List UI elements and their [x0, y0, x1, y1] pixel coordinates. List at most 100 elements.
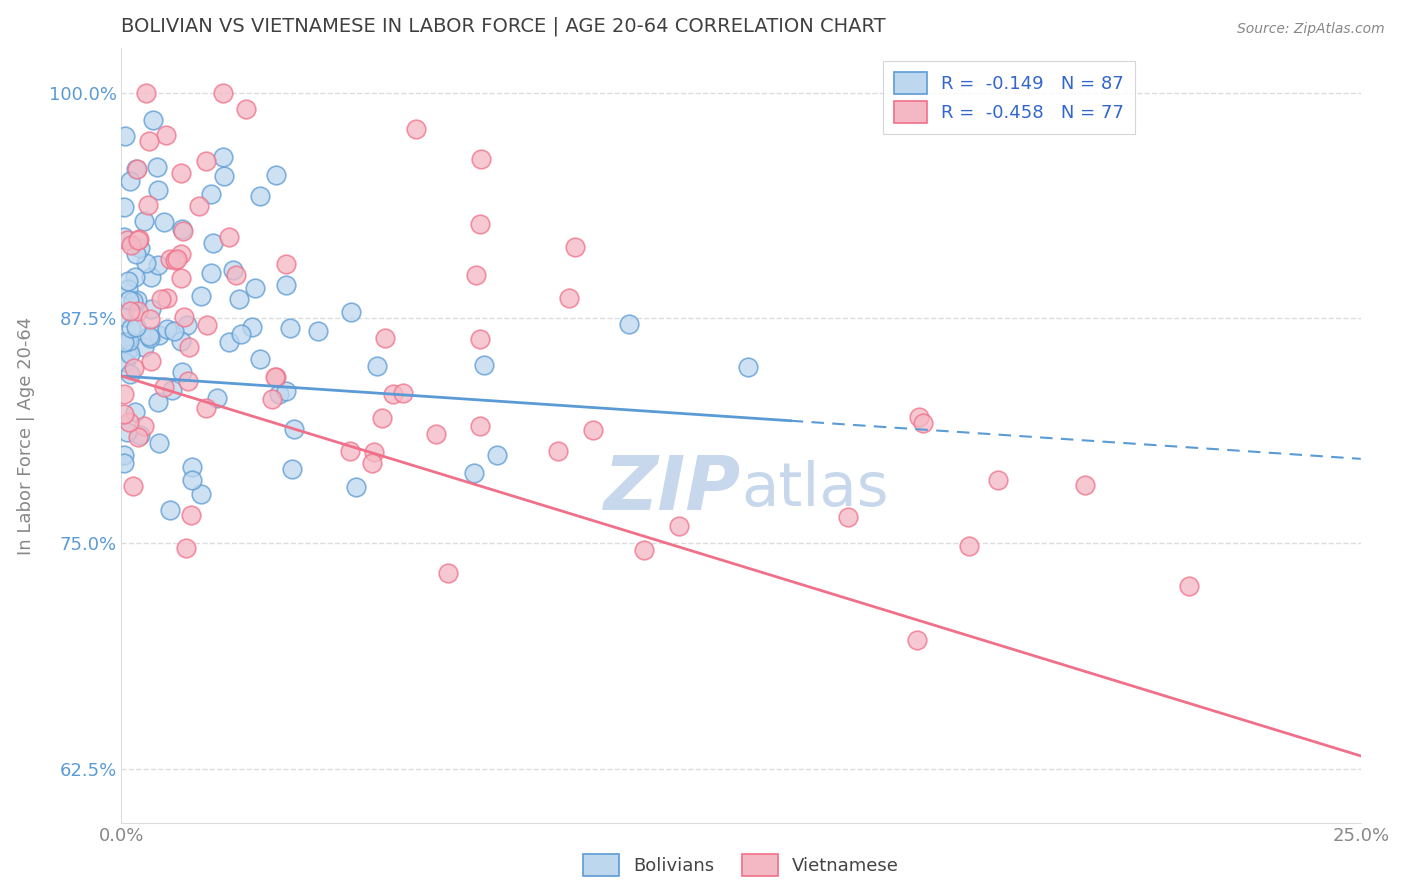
Point: [907, 409, 929, 424]
Point: [370, 410, 392, 425]
Point: [344, 481, 367, 495]
Point: [114, 128, 136, 143]
Point: [249, 352, 271, 367]
Point: [118, 367, 141, 381]
Point: [363, 445, 385, 459]
Point: [125, 247, 148, 261]
Point: [173, 310, 195, 325]
Point: [125, 162, 148, 177]
Point: [121, 479, 143, 493]
Point: [114, 355, 136, 369]
Point: [486, 448, 509, 462]
Point: [211, 150, 233, 164]
Point: [307, 324, 329, 338]
Point: [468, 419, 491, 434]
Point: [129, 241, 152, 255]
Point: [264, 369, 287, 384]
Point: [115, 335, 138, 350]
Legend: Bolivians, Vietnamese: Bolivians, Vietnamese: [576, 847, 907, 883]
Point: [269, 387, 291, 401]
Point: [472, 358, 495, 372]
Point: [128, 232, 150, 246]
Point: [139, 270, 162, 285]
Point: [117, 415, 139, 429]
Point: [558, 291, 581, 305]
Point: [218, 334, 240, 349]
Point: [959, 540, 981, 554]
Point: [160, 384, 183, 398]
Point: [340, 305, 363, 319]
Point: [221, 263, 243, 277]
Point: [582, 423, 605, 437]
Y-axis label: In Labor Force | Age 20-64: In Labor Force | Age 20-64: [17, 317, 35, 555]
Point: [142, 113, 165, 128]
Point: [172, 365, 194, 379]
Text: ZIP: ZIP: [603, 453, 741, 526]
Text: atlas: atlas: [741, 460, 889, 519]
Point: [139, 301, 162, 316]
Point: [135, 87, 157, 101]
Point: [200, 266, 222, 280]
Point: [274, 257, 297, 271]
Point: [117, 425, 139, 439]
Point: [118, 334, 141, 348]
Point: [225, 268, 247, 282]
Point: [218, 230, 240, 244]
Point: [112, 407, 135, 421]
Point: [668, 519, 690, 533]
Point: [249, 189, 271, 203]
Point: [229, 326, 252, 341]
Point: [124, 270, 146, 285]
Point: [170, 166, 193, 180]
Point: [172, 224, 194, 238]
Point: [125, 319, 148, 334]
Point: [181, 459, 204, 474]
Point: [127, 304, 149, 318]
Point: [465, 268, 488, 282]
Point: [117, 282, 139, 296]
Point: [201, 235, 224, 250]
Point: [360, 457, 382, 471]
Point: [117, 274, 139, 288]
Point: [264, 169, 287, 183]
Point: [125, 162, 148, 177]
Point: [112, 387, 135, 401]
Point: [912, 416, 935, 430]
Point: [170, 271, 193, 285]
Point: [148, 436, 170, 450]
Point: [470, 153, 492, 167]
Point: [190, 487, 212, 501]
Text: BOLIVIAN VS VIETNAMESE IN LABOR FORCE | AGE 20-64 CORRELATION CHART: BOLIVIAN VS VIETNAMESE IN LABOR FORCE | …: [121, 17, 886, 37]
Point: [112, 448, 135, 462]
Point: [177, 340, 200, 354]
Point: [200, 186, 222, 201]
Point: [905, 633, 928, 648]
Point: [155, 128, 177, 143]
Point: [190, 289, 212, 303]
Point: [187, 199, 209, 213]
Point: [278, 321, 301, 335]
Point: [127, 233, 149, 247]
Point: [136, 198, 159, 212]
Point: [156, 291, 179, 305]
Point: [138, 134, 160, 148]
Point: [122, 360, 145, 375]
Point: [120, 347, 142, 361]
Point: [153, 380, 176, 394]
Point: [987, 473, 1010, 487]
Point: [172, 221, 194, 235]
Point: [617, 317, 640, 331]
Point: [150, 293, 173, 307]
Point: [177, 375, 200, 389]
Point: [146, 258, 169, 272]
Point: [146, 183, 169, 197]
Point: [228, 292, 250, 306]
Point: [374, 331, 396, 345]
Point: [470, 218, 492, 232]
Point: [112, 200, 135, 214]
Point: [159, 502, 181, 516]
Point: [547, 443, 569, 458]
Point: [162, 324, 184, 338]
Point: [195, 318, 218, 333]
Point: [392, 386, 415, 401]
